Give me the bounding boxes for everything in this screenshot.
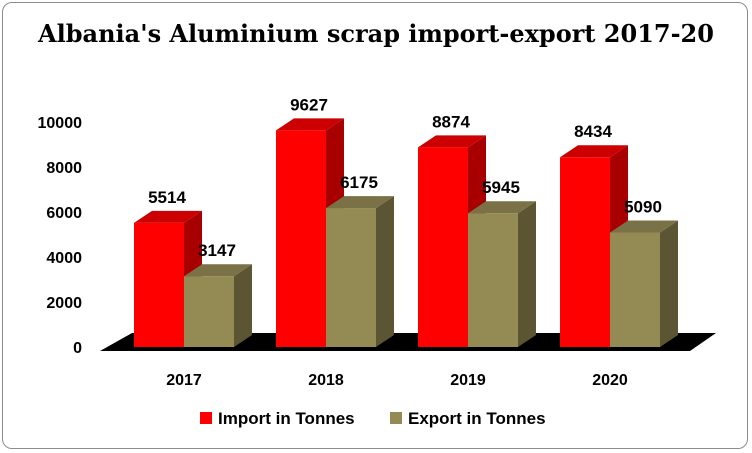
data-label-import-2018: 9627 bbox=[290, 95, 328, 114]
bar-export-2018 bbox=[326, 196, 394, 347]
x-axis: 2017 2018 2019 2020 bbox=[166, 372, 628, 389]
bar-top bbox=[276, 118, 344, 131]
x-tick-label: 2017 bbox=[166, 372, 202, 389]
bar-top bbox=[326, 196, 394, 209]
bar-front bbox=[276, 130, 326, 347]
data-label-export-2018: 6175 bbox=[340, 173, 378, 192]
data-label-export-2017: 3147 bbox=[198, 241, 236, 260]
bar-top bbox=[610, 220, 678, 233]
bar-top bbox=[134, 210, 202, 223]
bar-side bbox=[518, 201, 536, 347]
legend: Import in Tonnes Export in Tonnes bbox=[200, 409, 546, 428]
legend-swatch-1 bbox=[390, 412, 402, 424]
y-tick-label: 2000 bbox=[46, 295, 82, 312]
bar-export-2017 bbox=[184, 264, 252, 347]
data-label-import-2019: 8874 bbox=[432, 112, 470, 131]
data-label-export-2020: 5090 bbox=[624, 197, 662, 216]
legend-label-1: Export in Tonnes bbox=[408, 409, 546, 428]
y-tick-label: 8000 bbox=[46, 160, 82, 177]
legend-label-0: Import in Tonnes bbox=[218, 409, 355, 428]
bar-top bbox=[560, 145, 628, 158]
y-tick-label: 10000 bbox=[38, 115, 83, 132]
bar-front bbox=[184, 276, 234, 347]
data-label-export-2019: 5945 bbox=[482, 178, 520, 197]
bar-front bbox=[468, 213, 518, 347]
bar-export-2020 bbox=[610, 220, 678, 347]
y-tick-label: 4000 bbox=[46, 250, 82, 267]
bars-group bbox=[134, 118, 678, 347]
bar-side bbox=[376, 196, 394, 347]
bar-side bbox=[660, 220, 678, 347]
x-tick-label: 2020 bbox=[592, 372, 628, 389]
y-tick-label: 0 bbox=[73, 340, 82, 357]
bar-front bbox=[326, 208, 376, 347]
y-tick-label: 6000 bbox=[46, 205, 82, 222]
bar-export-2019 bbox=[468, 201, 536, 347]
bar-front bbox=[610, 232, 660, 347]
y-axis: 0 2000 4000 6000 8000 10000 bbox=[38, 115, 83, 357]
x-tick-label: 2019 bbox=[450, 372, 486, 389]
data-labels-group: 5514 3147 9627 6175 8874 5945 8434 5090 bbox=[148, 95, 662, 260]
bar-top bbox=[418, 135, 486, 148]
bar-front bbox=[134, 222, 184, 347]
bar-front bbox=[418, 147, 468, 347]
bar-top bbox=[468, 201, 536, 214]
x-tick-label: 2018 bbox=[308, 372, 344, 389]
bar-front bbox=[560, 157, 610, 347]
data-label-import-2017: 5514 bbox=[148, 188, 186, 207]
bar-side bbox=[234, 264, 252, 347]
chart-title: Albania's Aluminium scrap import-export … bbox=[37, 19, 714, 48]
legend-swatch-0 bbox=[200, 412, 212, 424]
bar-top bbox=[184, 264, 252, 277]
data-label-import-2020: 8434 bbox=[574, 122, 612, 141]
